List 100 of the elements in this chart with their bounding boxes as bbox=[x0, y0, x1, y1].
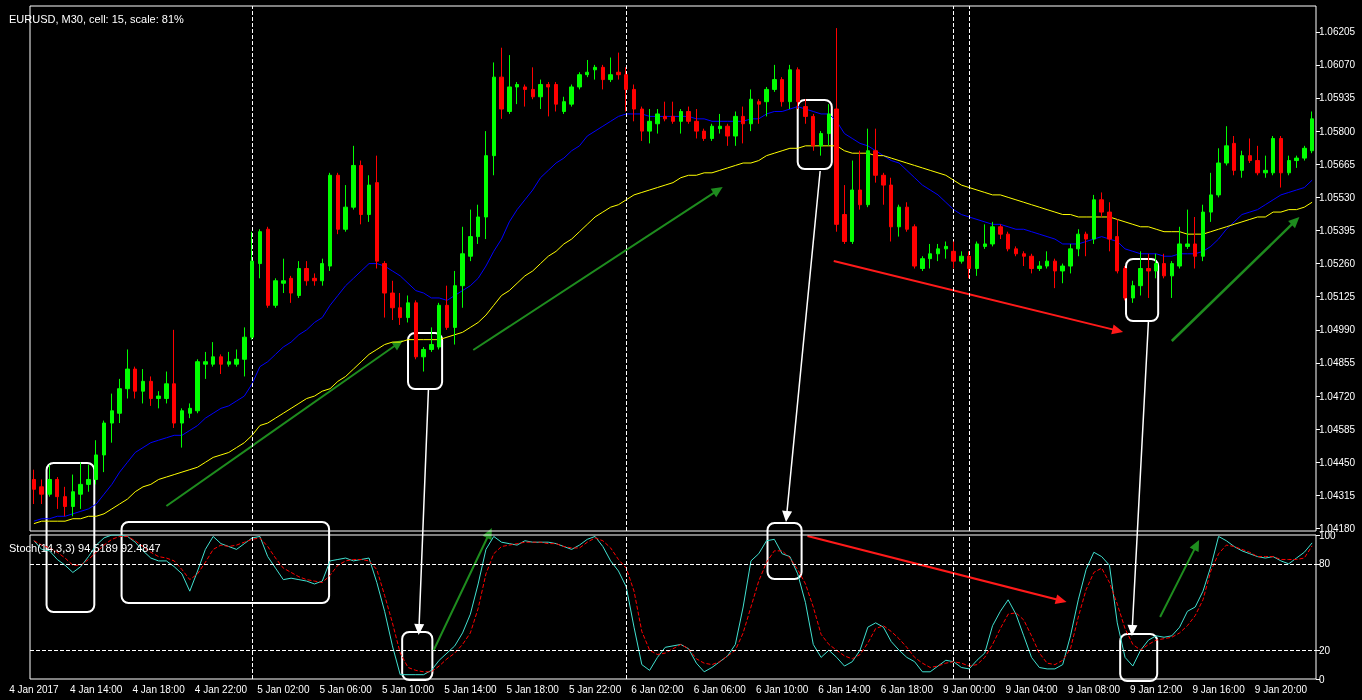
x-tick-label: 4 Jan 2017 bbox=[9, 683, 60, 695]
x-tick-label: 9 Jan 00:00 bbox=[943, 683, 996, 695]
candlestick bbox=[32, 469, 36, 505]
x-tick-label: 4 Jan 14:00 bbox=[70, 683, 123, 695]
candlestick bbox=[1177, 226, 1182, 269]
candlestick bbox=[718, 113, 722, 135]
candlestick bbox=[141, 368, 145, 404]
candlestick bbox=[803, 98, 808, 125]
candlestick bbox=[1263, 155, 1268, 179]
candlestick bbox=[686, 106, 691, 125]
candlestick bbox=[328, 172, 332, 272]
x-tick-label: 5 Jan 14:00 bbox=[444, 683, 497, 695]
candlestick bbox=[273, 277, 278, 309]
x-tick-label: 4 Jan 18:00 bbox=[132, 683, 186, 695]
candlestick bbox=[406, 294, 410, 323]
candlestick bbox=[1006, 231, 1010, 252]
candlestick bbox=[125, 348, 130, 400]
candlestick bbox=[266, 226, 270, 309]
candlestick bbox=[647, 108, 652, 144]
candlestick bbox=[164, 371, 169, 404]
candlestick bbox=[1037, 260, 1042, 272]
candlestick bbox=[156, 390, 161, 409]
candlestick bbox=[499, 47, 504, 120]
candlestick bbox=[1294, 155, 1299, 169]
candlestick bbox=[203, 351, 208, 380]
candlestick bbox=[757, 98, 761, 125]
x-tick-label: 5 Jan 06:00 bbox=[319, 683, 373, 695]
candlestick bbox=[1248, 137, 1252, 164]
candlestick bbox=[1099, 191, 1104, 218]
candlestick bbox=[320, 258, 324, 287]
candlestick bbox=[1014, 245, 1018, 257]
candlestick bbox=[632, 84, 636, 122]
candlestick bbox=[905, 201, 909, 233]
candlestick bbox=[881, 172, 886, 206]
x-tick-label: 9 Jan 12:00 bbox=[1130, 683, 1183, 695]
candlestick bbox=[1185, 209, 1190, 250]
candlestick bbox=[367, 174, 371, 223]
candlestick bbox=[336, 172, 340, 235]
candlestick bbox=[827, 103, 831, 147]
x-tick-label: 9 Jan 16:00 bbox=[1192, 683, 1246, 695]
candlestick bbox=[149, 375, 153, 407]
candlestick bbox=[1201, 204, 1205, 262]
candlestick bbox=[702, 128, 706, 142]
x-tick-label: 9 Jan 04:00 bbox=[1005, 683, 1059, 695]
candlestick bbox=[211, 341, 215, 368]
candlestick bbox=[1216, 147, 1221, 198]
candlestick bbox=[437, 302, 441, 350]
candlestick bbox=[811, 113, 815, 152]
candlestick bbox=[1076, 228, 1080, 257]
candlestick bbox=[912, 223, 917, 269]
x-tick-label: 4 Jan 22:00 bbox=[194, 683, 248, 695]
candlestick bbox=[94, 439, 98, 485]
candlestick bbox=[351, 145, 356, 211]
candlestick bbox=[133, 366, 137, 400]
candlestick bbox=[78, 461, 83, 510]
candlestick bbox=[1029, 253, 1034, 274]
candlestick bbox=[679, 108, 683, 135]
candlestick bbox=[655, 108, 660, 135]
candlestick bbox=[523, 84, 527, 108]
candlestick bbox=[390, 280, 395, 321]
candlestick bbox=[671, 101, 675, 125]
candlestick bbox=[1240, 150, 1244, 179]
text: EURUSD, M30, cell: 15, scale: 81% bbox=[9, 12, 185, 25]
y-tick-label: 1.04585 bbox=[1319, 423, 1356, 435]
y-tick-label: 1.05935 bbox=[1319, 92, 1356, 104]
candlestick bbox=[936, 243, 940, 262]
candlestick bbox=[1146, 253, 1151, 299]
candlestick bbox=[492, 61, 496, 176]
x-tick-label: 5 Jan 10:00 bbox=[381, 683, 435, 695]
candlestick bbox=[554, 81, 558, 112]
candlestick bbox=[983, 223, 987, 250]
candlestick bbox=[608, 57, 613, 83]
candlestick bbox=[429, 326, 434, 353]
candlestick bbox=[593, 64, 597, 81]
candlestick bbox=[998, 223, 1003, 240]
candlestick bbox=[624, 66, 628, 112]
y-tick-label: 1.06070 bbox=[1319, 59, 1356, 71]
candlestick bbox=[102, 420, 106, 473]
candlestick bbox=[772, 64, 777, 93]
candlestick bbox=[359, 160, 363, 225]
candlestick bbox=[1068, 243, 1073, 274]
candlestick bbox=[562, 96, 566, 115]
y-tick-label: 1.04855 bbox=[1319, 357, 1356, 369]
candlestick bbox=[1053, 258, 1057, 289]
candlestick bbox=[850, 160, 854, 245]
candlestick bbox=[460, 226, 465, 309]
candlestick bbox=[796, 66, 800, 110]
candlestick bbox=[172, 329, 176, 429]
candlestick bbox=[897, 204, 901, 238]
candlestick bbox=[1123, 265, 1127, 301]
candlestick bbox=[951, 241, 956, 269]
candlestick bbox=[1302, 145, 1307, 162]
x-tick-label: 6 Jan 14:00 bbox=[818, 683, 872, 695]
candlestick bbox=[1232, 135, 1236, 176]
candlestick bbox=[569, 84, 574, 108]
x-tick-label: 9 Jan 20:00 bbox=[1254, 683, 1308, 695]
candlestick bbox=[944, 241, 948, 260]
candlestick bbox=[842, 184, 847, 245]
y-tick-label: 1.06205 bbox=[1319, 26, 1356, 38]
candlestick bbox=[507, 54, 512, 115]
